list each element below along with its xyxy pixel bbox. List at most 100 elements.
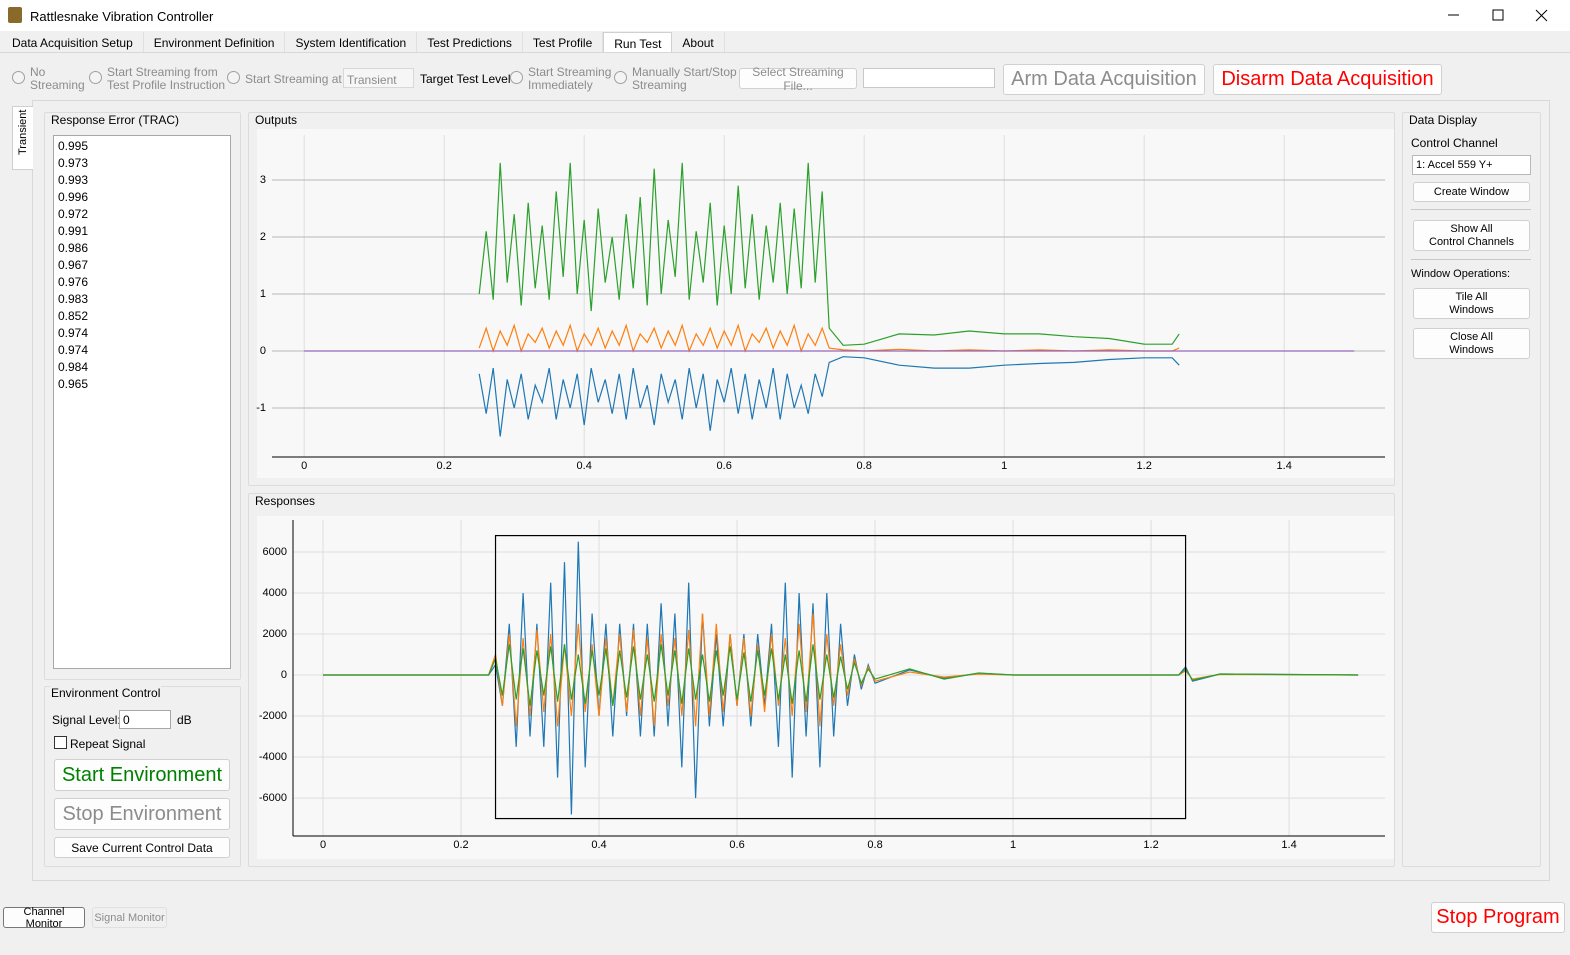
tab[interactable]: Test Predictions — [417, 32, 523, 53]
list-item[interactable]: 0.852 — [58, 309, 89, 323]
radio[interactable] — [510, 71, 523, 84]
group-box — [248, 112, 1395, 486]
button[interactable]: Show All Control Channels — [1413, 220, 1530, 251]
radio-label: Start Streaming from Test Profile Instru… — [107, 65, 226, 92]
tab[interactable]: Run Test — [603, 32, 673, 53]
side-tab[interactable] — [12, 106, 33, 170]
button[interactable]: Start Environment — [54, 759, 230, 791]
y-tick-label: -1 — [256, 402, 266, 414]
tab[interactable]: System Identification — [285, 32, 418, 53]
radio[interactable] — [227, 71, 240, 84]
button[interactable]: Stop Environment — [54, 798, 230, 830]
button[interactable]: Channel Monitor — [3, 906, 85, 930]
window-title: Rattlesnake Vibration Controller — [30, 9, 214, 24]
list-item[interactable]: 0.965 — [58, 377, 89, 391]
radio[interactable] — [614, 71, 627, 84]
series-line — [323, 613, 1359, 727]
x-tick-label: 1.4 — [1281, 839, 1296, 851]
button[interactable]: Signal Monitor — [92, 907, 167, 928]
list-item[interactable]: 0.967 — [58, 258, 89, 272]
group-title: Responses — [254, 494, 317, 508]
list-item[interactable]: 0.976 — [58, 275, 89, 289]
checkbox[interactable] — [54, 736, 67, 749]
radio-label: No Streaming — [30, 65, 85, 92]
list-box[interactable]: 0.995 0.973 0.993 0.996 0.972 0.991 0.986 0.967… — [53, 135, 231, 669]
list-item[interactable]: 0.974 — [58, 343, 89, 357]
list-item[interactable]: 0.984 — [58, 360, 89, 374]
radio-label: Start Streaming at — [245, 72, 342, 86]
label: dB — [177, 713, 192, 727]
radio-label: Start Streaming Immediately — [528, 65, 612, 92]
y-tick-label: 2000 — [263, 628, 287, 640]
plot-area — [304, 162, 1355, 437]
list-item[interactable]: 0.986 — [58, 241, 89, 255]
window-controls[interactable] — [1430, 0, 1570, 31]
combo-box[interactable]: 1: Accel 559 Y+ — [1412, 155, 1531, 175]
environment-panel — [32, 100, 1550, 881]
title-bar — [0, 0, 1570, 31]
group-box — [248, 493, 1395, 867]
group-title: Outputs — [254, 113, 299, 127]
spin-value: 0 — [123, 713, 130, 727]
combo-text: Transient — [347, 73, 397, 87]
list-item[interactable]: 0.974 — [58, 326, 89, 340]
radio[interactable] — [89, 71, 102, 84]
label: Window Operations: — [1411, 268, 1511, 280]
series-line — [478, 162, 1180, 346]
list-item[interactable]: 0.983 — [58, 292, 89, 306]
y-tick-label: -4000 — [259, 751, 287, 763]
button[interactable]: Save Current Control Data — [54, 837, 230, 858]
x-tick-label: 0.4 — [577, 460, 592, 472]
tab[interactable]: Test Profile — [523, 32, 604, 53]
y-tick-label: -6000 — [259, 792, 287, 804]
tab-panel — [0, 52, 1570, 890]
button[interactable]: Close All Windows — [1413, 328, 1530, 359]
button[interactable]: Tile All Windows — [1413, 288, 1530, 319]
label: Signal Level: — [52, 713, 121, 727]
group-title: Response Error (TRAC) — [50, 113, 181, 127]
button[interactable]: Create Window — [1413, 182, 1530, 202]
tab-bar: Data Acquisition Setup Environment Defini… — [2, 32, 725, 53]
combo-box[interactable]: Transient — [343, 68, 414, 88]
region-box — [494, 534, 1187, 820]
maximize[interactable] — [1492, 9, 1504, 21]
button[interactable]: Select Streaming File... — [739, 65, 857, 93]
y-tick-label: 0 — [260, 345, 266, 357]
x-tick-label: 0.6 — [717, 460, 732, 472]
list-item[interactable]: 0.991 — [58, 224, 89, 238]
x-tick-label: 1 — [1001, 460, 1007, 472]
label: Target Test Level — [420, 72, 511, 86]
button[interactable]: Stop Program — [1431, 902, 1565, 933]
list-item[interactable]: 0.972 — [58, 207, 89, 221]
x-tick-label: 0.2 — [453, 839, 468, 851]
y-tick-label: 3 — [260, 174, 266, 186]
y-tick-label: -2000 — [259, 710, 287, 722]
radio-label: Manually Start/Stop Streaming — [632, 65, 737, 92]
list-item[interactable]: 0.996 — [58, 190, 89, 204]
list-item[interactable]: 0.993 — [58, 173, 89, 187]
x-tick-label: 0.2 — [437, 460, 452, 472]
close[interactable] — [1535, 9, 1548, 22]
tab[interactable]: Environment Definition — [144, 32, 286, 53]
x-tick-label: 0.6 — [729, 839, 744, 851]
series-line — [323, 541, 1359, 815]
group-box — [44, 112, 241, 680]
tab[interactable]: About — [672, 32, 725, 53]
series-line — [478, 356, 1180, 437]
list-item[interactable]: 0.973 — [58, 156, 89, 170]
radio[interactable] — [12, 71, 25, 84]
y-tick-label: 6000 — [263, 546, 287, 558]
button[interactable]: Arm Data Acquisition — [1003, 64, 1205, 95]
tab[interactable]: Data Acquisition Setup — [2, 32, 144, 53]
plot-background — [257, 516, 1394, 859]
app-icon — [8, 7, 22, 23]
text-input[interactable] — [863, 68, 995, 88]
y-tick-label: 1 — [260, 288, 266, 300]
list-item[interactable]: 0.995 — [58, 139, 89, 153]
x-tick-label: 0.8 — [867, 839, 882, 851]
button[interactable]: Disarm Data Acquisition — [1213, 64, 1442, 95]
spin-box[interactable]: 0 — [119, 710, 171, 729]
